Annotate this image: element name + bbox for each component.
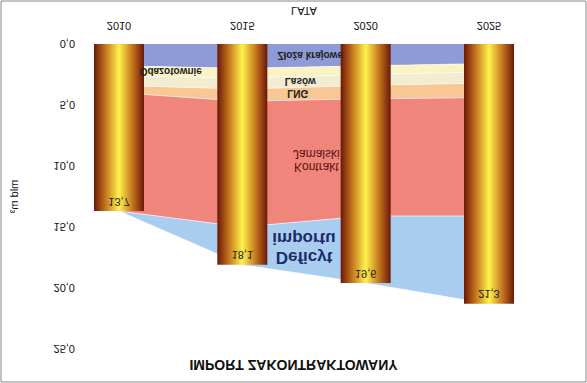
svg-text:2025: 2025	[477, 20, 501, 32]
svg-text:19,6: 19,6	[355, 268, 376, 280]
svg-text:LATA: LATA	[291, 5, 318, 17]
svg-text:10,0: 10,0	[54, 160, 75, 172]
svg-text:IMPORT ZAKONTRAKTOWANY: IMPORT ZAKONTRAKTOWANY	[189, 357, 398, 373]
svg-text:LNG: LNG	[287, 88, 308, 99]
svg-text:0,0: 0,0	[60, 38, 75, 50]
svg-text:importu: importu	[272, 229, 335, 248]
svg-text:13,7: 13,7	[108, 196, 129, 208]
svg-text:20,0: 20,0	[54, 282, 75, 294]
svg-text:2020: 2020	[353, 20, 377, 32]
svg-text:mld m³: mld m³	[8, 180, 20, 214]
svg-text:Kontrakt: Kontrakt	[294, 160, 339, 174]
svg-text:Złoża krajowe: Złoża krajowe	[277, 50, 343, 61]
svg-text:5,0: 5,0	[60, 99, 75, 111]
svg-text:Odazotownie: Odazotownie	[140, 66, 203, 77]
svg-text:2015: 2015	[230, 20, 254, 32]
svg-text:Lasów: Lasów	[285, 76, 316, 87]
svg-text:2010: 2010	[107, 20, 131, 32]
svg-text:25,0: 25,0	[54, 343, 75, 355]
svg-text:18,1: 18,1	[232, 249, 253, 261]
svg-text:Jamalski: Jamalski	[293, 147, 340, 161]
svg-text:Deficyt: Deficyt	[276, 248, 333, 267]
svg-text:21,3: 21,3	[478, 288, 499, 300]
svg-text:15,0: 15,0	[54, 221, 75, 233]
